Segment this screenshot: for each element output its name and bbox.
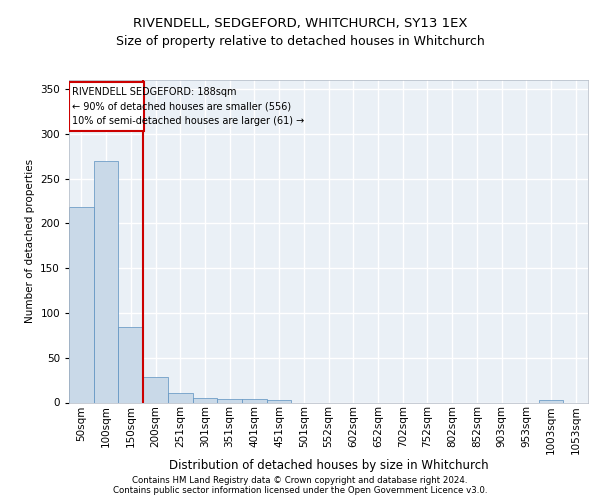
Text: Contains HM Land Registry data © Crown copyright and database right 2024.: Contains HM Land Registry data © Crown c… [132, 476, 468, 485]
Bar [267, 400, 292, 402]
Text: Size of property relative to detached houses in Whitchurch: Size of property relative to detached ho… [116, 35, 484, 48]
Text: 10% of semi-detached houses are larger (61) →: 10% of semi-detached houses are larger (… [72, 116, 304, 126]
Bar [242, 399, 267, 402]
Bar [143, 376, 168, 402]
Bar [217, 399, 242, 402]
Bar [539, 400, 563, 402]
Text: ← 90% of detached houses are smaller (556): ← 90% of detached houses are smaller (55… [72, 102, 291, 112]
Y-axis label: Number of detached properties: Number of detached properties [25, 159, 35, 324]
Bar [168, 392, 193, 402]
Text: RIVENDELL, SEDGEFORD, WHITCHURCH, SY13 1EX: RIVENDELL, SEDGEFORD, WHITCHURCH, SY13 1… [133, 18, 467, 30]
FancyBboxPatch shape [69, 82, 145, 131]
Bar [69, 207, 94, 402]
Bar [118, 327, 143, 402]
Text: RIVENDELL SEDGEFORD: 188sqm: RIVENDELL SEDGEFORD: 188sqm [72, 87, 236, 97]
Bar [193, 398, 217, 402]
X-axis label: Distribution of detached houses by size in Whitchurch: Distribution of detached houses by size … [169, 460, 488, 472]
Bar [94, 160, 118, 402]
Text: Contains public sector information licensed under the Open Government Licence v3: Contains public sector information licen… [113, 486, 487, 495]
